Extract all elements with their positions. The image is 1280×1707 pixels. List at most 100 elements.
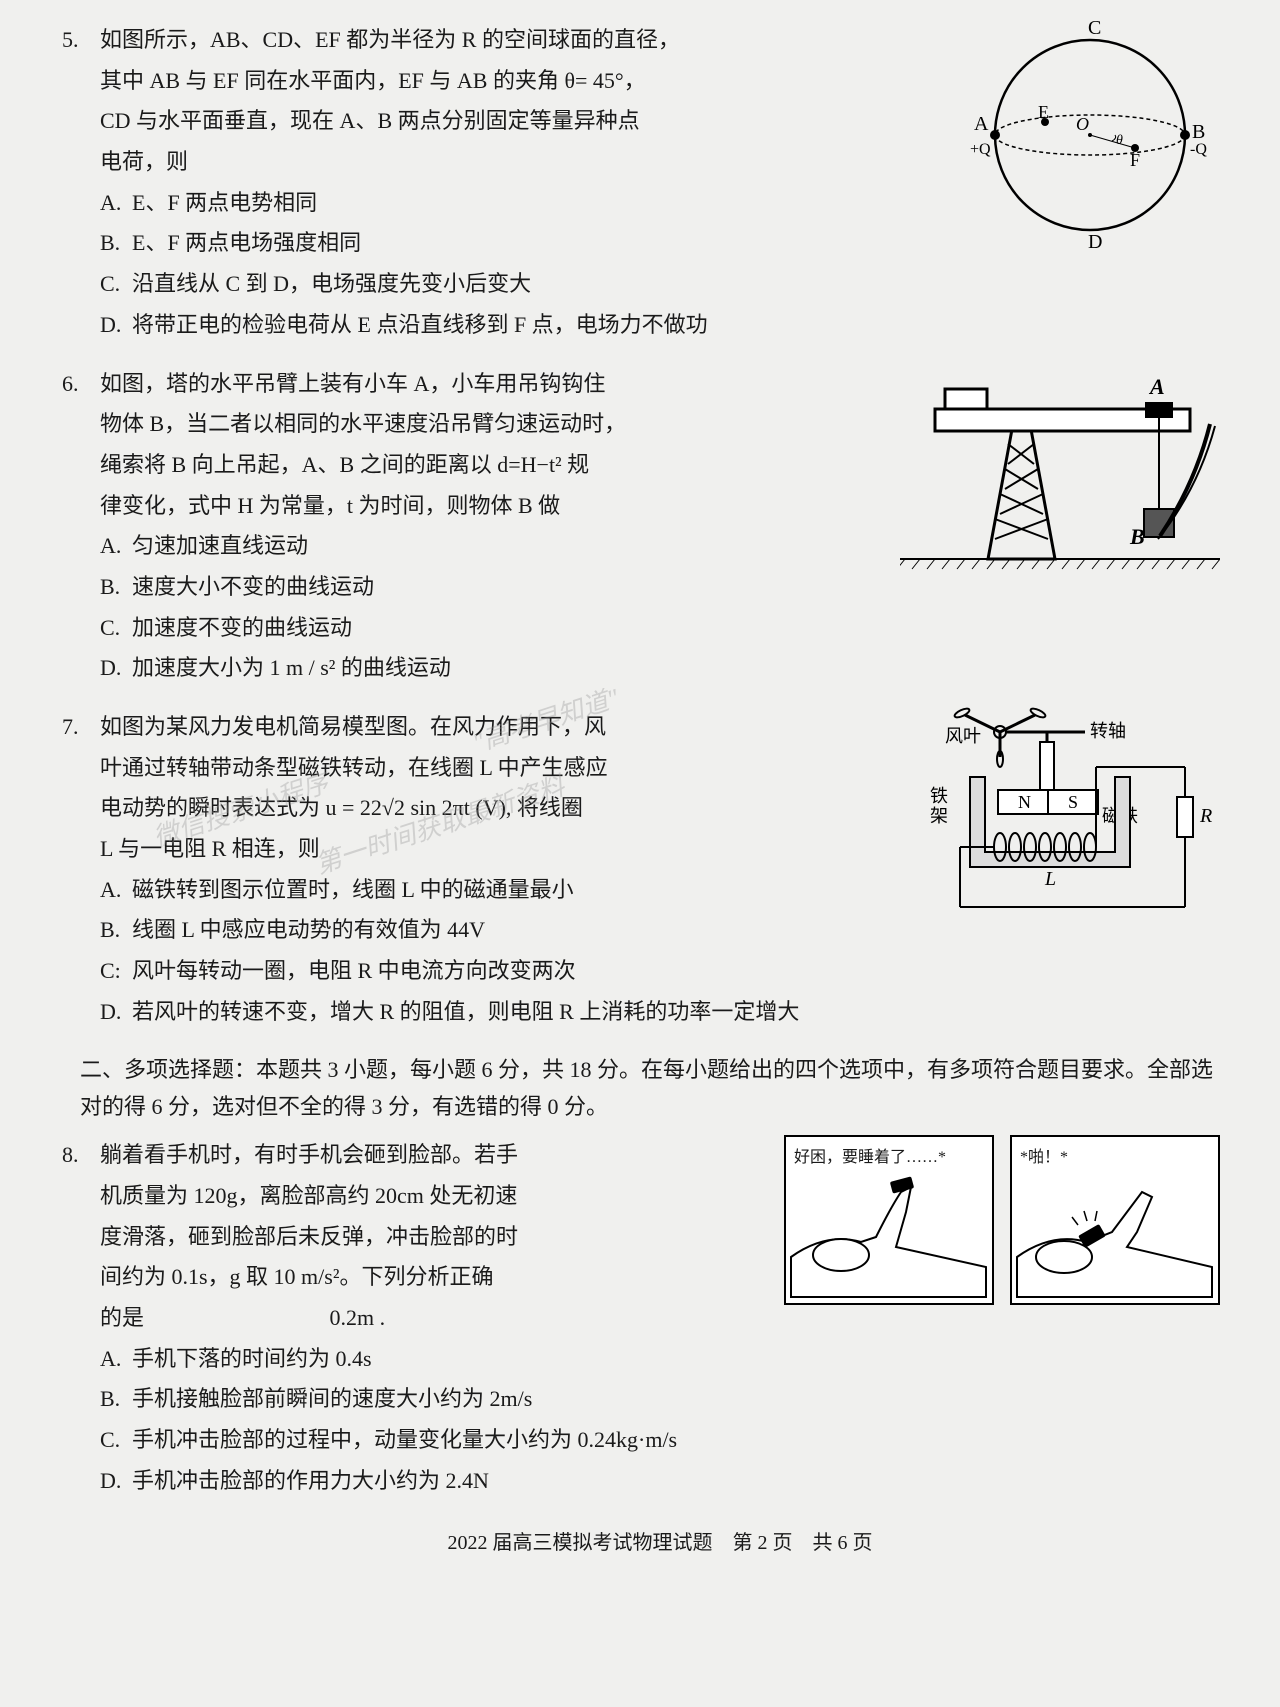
q5-text: 如图所示，AB、CD、EF 都为半径为 R 的空间球面的直径， 其中 AB 与 … bbox=[100, 20, 946, 346]
label-f: F bbox=[1130, 150, 1140, 170]
label-tiejia-1: 铁 bbox=[930, 786, 948, 806]
q6-opt-c-text: 加速度不变的曲线运动 bbox=[132, 615, 352, 640]
option-label-a: A. bbox=[100, 1339, 121, 1380]
q6-option-b: B.速度大小不变的曲线运动 bbox=[100, 567, 886, 608]
q6-figure: A B bbox=[900, 364, 1220, 574]
q5-option-d: D.将带正电的检验电荷从 E 点沿直线移到 F 点，电场力不做功 bbox=[100, 305, 946, 346]
q5-stem-2: CD 与水平面垂直，现在 A、B 两点分别固定等量异种点 bbox=[100, 101, 946, 142]
q7-figure: 风叶 转轴 N S 磁铁 铁 架 bbox=[890, 707, 1220, 927]
label-r: R bbox=[1199, 805, 1212, 827]
q7-opt-b-text: 线圈 L 中感应电动势的有效值为 44V bbox=[132, 917, 485, 942]
q8-stem-2: 度滑落，砸到脸部后未反弹，冲击脸部的时 bbox=[100, 1217, 764, 1258]
q8-option-d: D. 手机冲击脸部的作用力大小约为 2.4N bbox=[100, 1461, 1220, 1502]
option-label-c: C. bbox=[100, 264, 120, 305]
page-footer: 2022 届高三模拟考试物理试题 第 2 页 共 6 页 bbox=[100, 1525, 1220, 1562]
q7-opt-c-text: 风叶每转动一圈，电阻 R 中电流方向改变两次 bbox=[132, 958, 576, 983]
sphere-diagram-icon: C D A B +Q -Q E F O θ bbox=[960, 20, 1220, 250]
crane-label-a: A bbox=[1148, 374, 1165, 399]
question-8: 8. 躺着看手机时，有时手机会砸到脸部。若手 机质量为 120g，离脸部高约 2… bbox=[100, 1135, 1220, 1501]
section-2-header: 二、多项选择题：本题共 3 小题，每小题 6 分，共 18 分。在每小题给出的四… bbox=[80, 1051, 1220, 1126]
q6-text: 如图，塔的水平吊臂上装有小车 A，小车用吊钩钩住 物体 B，当二者以相同的水平速… bbox=[100, 364, 886, 690]
q8-opt-c-text: 手机冲击脸部的过程中，动量变化量大小约为 0.24kg·m/s bbox=[132, 1427, 677, 1452]
q6-number: 6. bbox=[62, 364, 79, 405]
q5-option-c: C. 沿直线从 C 到 D，电场强度先变小后变大 bbox=[100, 264, 946, 305]
label-theta: θ bbox=[1116, 133, 1123, 148]
option-label-b: B. bbox=[100, 910, 120, 951]
q5-option-a: A. E、F 两点电势相同 bbox=[100, 183, 946, 224]
q8-option-a: A. 手机下落的时间约为 0.4s bbox=[100, 1339, 1220, 1380]
q7-option-a: A.磁铁转到图示位置时，线圈 L 中的磁通量最小 bbox=[100, 870, 876, 911]
q8-opt-b-text: 手机接触脸部前瞬间的速度大小约为 2m/s bbox=[132, 1386, 532, 1411]
option-label-d: D. bbox=[100, 1461, 121, 1502]
q8-opt-a-text: 手机下落的时间约为 0.4s bbox=[132, 1346, 372, 1371]
question-7: "高考早知道" 微信搜索小程序 第一时间获取最新资料 7. 如图为某风力发电机简… bbox=[100, 707, 1220, 1033]
label-o: O bbox=[1076, 114, 1089, 134]
q8-body: 躺着看手机时，有时手机会砸到脸部。若手 机质量为 120g，离脸部高约 20cm… bbox=[100, 1135, 1220, 1338]
q8-stem-4-text: 的是 bbox=[100, 1305, 144, 1330]
q7-opt-d-text: 若风叶的转速不变，增大 R 的阻值，则电阻 R 上消耗的功率一定增大 bbox=[132, 999, 799, 1024]
label-tiejia-2: 架 bbox=[930, 806, 948, 826]
q5-stem-3: 电荷，则 bbox=[100, 142, 946, 183]
q7-stem-2: 电动势的瞬时表达式为 u = 22√2 sin 2πt (V), 将线圈 bbox=[100, 788, 876, 829]
q7-stem-1: 叶通过转轴带动条型磁铁转动，在线圈 L 中产生感应 bbox=[100, 748, 876, 789]
comic-panel-2: *啪！* bbox=[1010, 1135, 1220, 1305]
option-label-c: C. bbox=[100, 1420, 120, 1461]
label-qplus: +Q bbox=[970, 141, 991, 158]
q8-stem-4: 的是 0.2m . bbox=[100, 1298, 764, 1339]
q7-number: 7. bbox=[62, 707, 79, 748]
q6-option-a: A. 匀速加速直线运动 bbox=[100, 526, 886, 567]
label-d: D bbox=[1088, 231, 1102, 250]
q8-annotation: 0.2m . bbox=[330, 1305, 386, 1330]
option-label-c: C: bbox=[100, 951, 121, 992]
q5-opt-c-text: 沿直线从 C 到 D，电场强度先变小后变大 bbox=[132, 271, 531, 296]
q8-stem-3: 间约为 0.1s，g 取 10 m/s²。下列分析正确 bbox=[100, 1257, 764, 1298]
option-label-a: A. bbox=[100, 526, 121, 567]
q6-body: 如图，塔的水平吊臂上装有小车 A，小车用吊钩钩住 物体 B，当二者以相同的水平速… bbox=[100, 364, 1220, 690]
q5-number: 5. bbox=[62, 20, 79, 61]
q6-stem-2: 绳索将 B 向上吊起，A、B 之间的距离以 d=H−t² 规 bbox=[100, 445, 886, 486]
q7-opt-a-text: 磁铁转到图示位置时，线圈 L 中的磁通量最小 bbox=[132, 877, 574, 902]
q8-stem-1: 机质量为 120g，离脸部高约 20cm 处无初速 bbox=[100, 1176, 764, 1217]
q5-option-b: B. E、F 两点电场强度相同 bbox=[100, 223, 946, 264]
generator-diagram-icon: 风叶 转轴 N S 磁铁 铁 架 bbox=[890, 707, 1220, 927]
q8-stem-0: 躺着看手机时，有时手机会砸到脸部。若手 bbox=[100, 1135, 764, 1176]
q8-option-b: B. 手机接触脸部前瞬间的速度大小约为 2m/s bbox=[100, 1379, 1220, 1420]
label-l: L bbox=[1044, 868, 1056, 890]
q6-stem-3: 律变化，式中 H 为常量，t 为时间，则物体 B 做 bbox=[100, 486, 886, 527]
option-label-b: B. bbox=[100, 1379, 120, 1420]
option-label-a: A. bbox=[100, 183, 121, 224]
crane-diagram-icon: A B bbox=[900, 364, 1220, 574]
q7-body: 如图为某风力发电机简易模型图。在风力作用下，风 叶通过转轴带动条型磁铁转动，在线… bbox=[100, 707, 1220, 1033]
q8-option-c: C. 手机冲击脸部的过程中，动量变化量大小约为 0.24kg·m/s bbox=[100, 1420, 1220, 1461]
q8-figure: 好困，要睡着了……* *啪！* bbox=[778, 1135, 1220, 1305]
q6-opt-d-text: 加速度大小为 1 m / s² 的曲线运动 bbox=[132, 655, 451, 680]
q6-option-d: D.加速度大小为 1 m / s² 的曲线运动 bbox=[100, 648, 886, 689]
q8-number: 8. bbox=[62, 1135, 79, 1176]
label-c: C bbox=[1088, 20, 1101, 39]
q8-text: 躺着看手机时，有时手机会砸到脸部。若手 机质量为 120g，离脸部高约 20cm… bbox=[100, 1135, 764, 1338]
option-label-d: D. bbox=[100, 992, 121, 1033]
q6-stem-0: 如图，塔的水平吊臂上装有小车 A，小车用吊钩钩住 bbox=[100, 364, 886, 405]
q5-stem-1: 其中 AB 与 EF 同在水平面内，EF 与 AB 的夹角 θ= 45°， bbox=[100, 61, 946, 102]
label-fengye: 风叶 bbox=[945, 726, 981, 746]
q7-stem-0: 如图为某风力发电机简易模型图。在风力作用下，风 bbox=[100, 707, 876, 748]
q7-stem-3: L 与一电阻 R 相连，则 bbox=[100, 829, 876, 870]
question-6: 6. 如图，塔的水平吊臂上装有小车 A，小车用吊钩钩住 物体 B，当二者以相同的… bbox=[100, 364, 1220, 690]
q5-opt-d-text: 将带正电的检验电荷从 E 点沿直线移到 F 点，电场力不做功 bbox=[132, 312, 708, 337]
q5-figure: C D A B +Q -Q E F O θ bbox=[960, 20, 1220, 250]
section-2-label: 二、 bbox=[80, 1057, 124, 1082]
q5-opt-a-text: E、F 两点电势相同 bbox=[132, 190, 317, 215]
q7-option-c: C: 风叶每转动一圈，电阻 R 中电流方向改变两次 bbox=[100, 951, 876, 992]
q8-opt-d-text: 手机冲击脸部的作用力大小约为 2.4N bbox=[132, 1468, 489, 1493]
label-zhuanzhou: 转轴 bbox=[1090, 721, 1126, 741]
q5-opt-b-text: E、F 两点电场强度相同 bbox=[132, 230, 361, 255]
q6-opt-b-text: 速度大小不变的曲线运动 bbox=[132, 574, 374, 599]
label-a: A bbox=[974, 113, 989, 135]
q7-text: 如图为某风力发电机简易模型图。在风力作用下，风 叶通过转轴带动条型磁铁转动，在线… bbox=[100, 707, 876, 1033]
q8-options: A. 手机下落的时间约为 0.4s B. 手机接触脸部前瞬间的速度大小约为 2m/s… bbox=[100, 1339, 1220, 1502]
question-5: 5. 如图所示，AB、CD、EF 都为半径为 R 的空间球面的直径， 其中 AB… bbox=[100, 20, 1220, 346]
option-label-b: B. bbox=[100, 223, 120, 264]
comic-panel-1: 好困，要睡着了……* bbox=[784, 1135, 994, 1305]
q6-opt-a-text: 匀速加速直线运动 bbox=[132, 533, 308, 558]
label-s: S bbox=[1068, 792, 1078, 812]
